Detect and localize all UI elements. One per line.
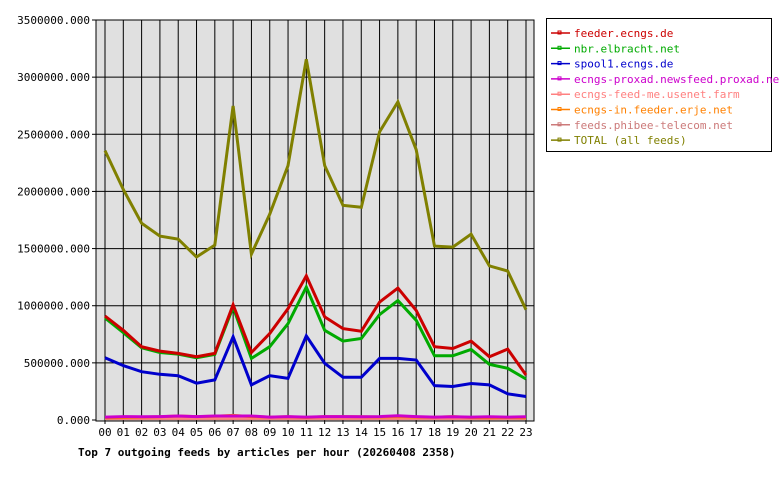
y-tick-label: 2000000.000: [17, 185, 90, 198]
series-line-7: [103, 58, 528, 311]
legend-label: feeds.phibee-telecom.net: [574, 119, 733, 132]
legend-marker: [557, 122, 562, 127]
x-tick-label: 17: [410, 426, 423, 439]
y-tick-label: 3000000.000: [17, 71, 90, 84]
legend-label: ecngs-feed-me.usenet.farm: [574, 88, 740, 101]
y-tick-label: 500000.000: [24, 357, 90, 370]
x-tick-label: 16: [391, 426, 404, 439]
chart-title: Top 7 outgoing feeds by articles per hou…: [78, 446, 456, 459]
legend-marker: [557, 107, 562, 111]
x-tick-label: 04: [172, 426, 186, 439]
legend-label: TOTAL (all feeds): [574, 134, 687, 147]
x-tick-label: 02: [135, 426, 148, 439]
x-tick-label: 01: [117, 426, 130, 439]
x-tick-label: 15: [373, 426, 386, 439]
legend-label: nbr.elbracht.net: [574, 42, 680, 55]
x-tick-label: 11: [300, 426, 313, 439]
legend-marker: [557, 76, 562, 81]
legend-marker: [557, 137, 562, 142]
legend-box: [546, 18, 772, 152]
x-tick-label: 18: [428, 426, 441, 439]
x-tick-label: 20: [464, 426, 477, 439]
series-line-2: [104, 332, 527, 398]
legend-label: feeder.ecngs.de: [574, 27, 673, 40]
x-tick-label: 21: [483, 426, 496, 439]
legend-marker: [557, 91, 562, 96]
x-tick-label: 03: [153, 426, 166, 439]
x-tick-label: 06: [208, 426, 221, 439]
plot-area: [95, 19, 535, 422]
x-tick-label: 07: [227, 426, 240, 439]
legend-marker: [557, 30, 562, 35]
legend-label: ecngs-proxad.newsfeed.proxad.net: [574, 73, 780, 86]
legend-label: spool1.ecngs.de: [574, 58, 673, 71]
x-tick-label: 14: [355, 426, 369, 439]
series-line-0: [104, 272, 528, 376]
x-tick-label: 12: [318, 426, 331, 439]
x-tick-label: 00: [98, 426, 111, 439]
y-tick-label: 1500000.000: [17, 243, 90, 256]
x-tick-label: 10: [281, 426, 294, 439]
legend-label: ecngs-in.feeder.erje.net: [574, 104, 733, 117]
y-tick-label: 1000000.000: [17, 300, 90, 313]
x-tick-label: 09: [263, 426, 276, 439]
legend-marker: [557, 61, 562, 66]
y-tick-label: 2500000.000: [17, 128, 90, 141]
y-tick-label: 0.000: [57, 414, 90, 427]
y-tick-label: 3500000.000: [17, 14, 90, 27]
series-line-3: [104, 414, 527, 419]
x-tick-label: 08: [245, 426, 258, 439]
x-tick-label: 13: [336, 426, 349, 439]
x-tick-label: 19: [446, 426, 459, 439]
x-tick-label: 23: [519, 426, 532, 439]
legend-marker: [557, 45, 562, 50]
x-tick-label: 05: [190, 426, 203, 439]
x-tick-label: 22: [501, 426, 514, 439]
